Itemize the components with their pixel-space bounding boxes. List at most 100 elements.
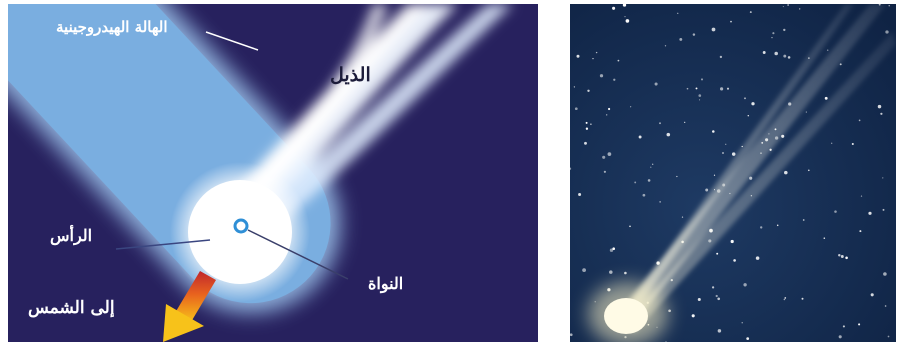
star: [622, 4, 627, 7]
star: [705, 188, 709, 192]
star: [585, 127, 589, 130]
star: [630, 106, 632, 108]
label-hydrogen-halo: الهالة الهيدروجينية: [56, 18, 168, 36]
star: [720, 87, 724, 91]
comet-diagram: الهالة الهيدروجينية الذيل الرأس النواة إ…: [8, 4, 538, 342]
star: [842, 325, 845, 328]
star: [784, 170, 788, 175]
star: [613, 78, 616, 81]
star: [744, 97, 746, 100]
star: [677, 12, 679, 14]
star: [834, 210, 837, 213]
star: [684, 121, 686, 123]
star: [725, 143, 727, 145]
star: [762, 51, 766, 54]
star: [888, 5, 890, 7]
star: [590, 123, 592, 126]
star: [802, 219, 805, 221]
star: [717, 297, 721, 301]
star: [716, 252, 719, 255]
star: [838, 253, 841, 257]
star: [787, 56, 791, 59]
comet-photo-graphic: [570, 4, 896, 342]
star: [868, 211, 872, 215]
photo-comet-tail: [610, 4, 896, 332]
star: [606, 114, 608, 116]
star: [730, 20, 732, 23]
star: [654, 82, 658, 86]
star: [839, 63, 842, 66]
to-sun-arrow: [163, 271, 216, 342]
star: [805, 111, 807, 113]
label-nucleus: النواة: [368, 274, 404, 293]
star: [713, 174, 716, 176]
star: [783, 54, 787, 58]
star: [860, 195, 863, 197]
star: [733, 259, 736, 262]
star: [784, 297, 787, 299]
star: [652, 163, 654, 165]
star: [582, 268, 586, 272]
star: [858, 119, 861, 122]
star: [882, 208, 885, 211]
star: [692, 33, 696, 36]
star: [578, 193, 582, 196]
star: [884, 305, 887, 307]
star: [747, 114, 750, 117]
star: [774, 51, 778, 56]
star: [823, 237, 826, 239]
star: [647, 179, 651, 182]
star: [602, 155, 606, 159]
star: [570, 167, 572, 170]
star: [807, 169, 810, 172]
star: [783, 298, 786, 301]
star: [826, 49, 829, 51]
label-head: الرأس: [50, 226, 93, 245]
star: [877, 104, 882, 109]
star: [859, 230, 862, 233]
star: [617, 59, 620, 62]
comet-photo: [570, 4, 896, 342]
star: [638, 135, 642, 139]
star: [700, 78, 704, 81]
star: [838, 335, 842, 339]
star: [712, 130, 715, 133]
star: [719, 55, 723, 59]
star: [845, 256, 848, 260]
star: [885, 30, 889, 34]
star: [887, 335, 890, 338]
star: [882, 177, 884, 179]
star: [599, 74, 604, 78]
label-to-sun: إلى الشمس: [28, 298, 115, 318]
star: [749, 11, 752, 14]
star: [715, 294, 718, 298]
star: [755, 256, 760, 260]
star: [776, 224, 779, 227]
star: [609, 270, 613, 274]
star: [668, 309, 671, 313]
star: [612, 6, 616, 10]
star: [691, 314, 695, 318]
star: [608, 107, 611, 111]
star: [799, 8, 801, 10]
star: [595, 51, 598, 54]
star: [665, 340, 667, 342]
star: [574, 107, 578, 111]
star: [858, 323, 861, 326]
leader-hydrogen-halo: [205, 31, 259, 51]
star: [664, 45, 667, 47]
star: [840, 255, 844, 258]
star: [711, 286, 715, 289]
star: [831, 142, 833, 144]
photo-comet-head: [604, 298, 648, 334]
star: [751, 102, 755, 106]
star: [699, 99, 701, 101]
star: [870, 293, 874, 297]
star: [824, 96, 828, 100]
star: [607, 152, 612, 156]
star: [666, 132, 671, 137]
comet-diagram-graphic: [8, 4, 513, 342]
star: [731, 152, 736, 156]
star: [592, 57, 594, 60]
star: [801, 297, 804, 300]
